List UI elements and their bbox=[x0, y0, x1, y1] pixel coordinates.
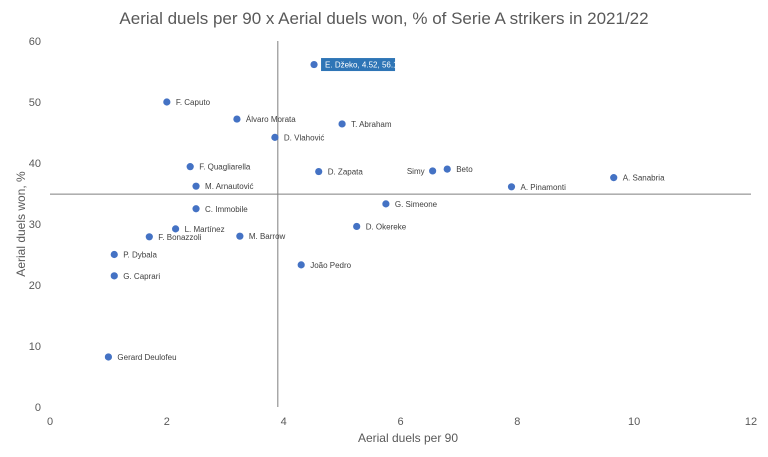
data-point bbox=[110, 250, 118, 259]
data-point bbox=[186, 163, 194, 171]
highlight-label-box bbox=[321, 58, 396, 72]
data-point bbox=[236, 232, 244, 240]
data-point-label: M. Arnautović bbox=[205, 182, 253, 191]
data-point bbox=[171, 225, 180, 233]
y-axis-title: Aerial duels won, % bbox=[14, 171, 28, 277]
data-point bbox=[507, 183, 516, 191]
data-point bbox=[233, 115, 241, 123]
data-point bbox=[192, 182, 200, 190]
chart-title: Aerial duels per 90 x Aerial duels won, … bbox=[119, 9, 648, 28]
x-tick-label: 8 bbox=[514, 416, 520, 428]
data-point-label: C. Immobile bbox=[205, 205, 248, 214]
y-tick-label: 20 bbox=[29, 280, 41, 292]
data-point-label: A. Pinamonti bbox=[520, 183, 566, 192]
x-tick-label: 6 bbox=[397, 416, 403, 428]
data-point-label: Gerard Deulofeu bbox=[117, 353, 176, 362]
data-point bbox=[315, 167, 323, 176]
y-tick-label: 60 bbox=[29, 36, 41, 48]
data-point-label: D. Zapata bbox=[328, 168, 364, 177]
data-point bbox=[192, 205, 200, 213]
data-point-label: Álvaro Morata bbox=[246, 115, 296, 124]
data-point-label: E. Džeko, 4.52, 56.14 bbox=[325, 61, 402, 70]
y-tick-label: 10 bbox=[29, 341, 41, 353]
data-point-label: T. Abraham bbox=[351, 120, 392, 129]
points-layer: E. Džeko, 4.52, 56.14 F. Caputo Álvaro Mor… bbox=[104, 58, 665, 362]
data-point bbox=[145, 233, 153, 241]
data-point-label: Simy bbox=[407, 167, 425, 176]
data-point-label: M. Barrow bbox=[249, 232, 286, 241]
data-point-label: Beto bbox=[456, 165, 473, 174]
data-point-label: João Pedro bbox=[310, 261, 351, 270]
data-point bbox=[271, 133, 279, 141]
data-point-label: A. Sanabria bbox=[623, 174, 665, 183]
data-point bbox=[443, 165, 451, 173]
data-point bbox=[382, 200, 390, 208]
data-point-label: D. Okereke bbox=[366, 222, 407, 231]
data-point-label: F. Bonazzoli bbox=[158, 233, 201, 242]
y-tick-label: 50 bbox=[29, 97, 41, 109]
y-tick-label: 30 bbox=[29, 219, 41, 231]
x-tick-label: 12 bbox=[745, 416, 757, 428]
data-point-label: L. Martínez bbox=[185, 225, 225, 234]
data-point bbox=[353, 222, 361, 231]
axes-layer: 0 2 4 6 8 10 12 0 10 20 30 40 50 60 bbox=[29, 36, 757, 428]
x-tick-label: 10 bbox=[628, 416, 640, 428]
data-point bbox=[610, 174, 618, 182]
y-tick-label: 0 bbox=[35, 402, 41, 414]
x-tick-label: 0 bbox=[47, 416, 53, 428]
data-point-label: F. Quagliarella bbox=[199, 163, 251, 172]
reference-lines bbox=[50, 41, 751, 407]
x-tick-label: 2 bbox=[164, 416, 170, 428]
data-point bbox=[110, 272, 118, 280]
data-point bbox=[163, 98, 171, 106]
data-point bbox=[338, 120, 346, 128]
data-point bbox=[104, 353, 113, 361]
data-point-label: G. Simeone bbox=[395, 200, 438, 209]
data-point-label: F. Caputo bbox=[176, 98, 211, 107]
data-point bbox=[429, 167, 437, 175]
data-point bbox=[310, 60, 318, 69]
x-tick-label: 4 bbox=[281, 416, 287, 428]
x-axis-title: Aerial duels per 90 bbox=[358, 431, 458, 445]
data-point-label: P. Dybala bbox=[123, 251, 157, 260]
data-point-label: G. Caprari bbox=[123, 272, 160, 281]
data-point bbox=[297, 261, 305, 269]
data-point-label: D. Vlahović bbox=[284, 133, 324, 142]
y-tick-label: 40 bbox=[29, 158, 41, 170]
